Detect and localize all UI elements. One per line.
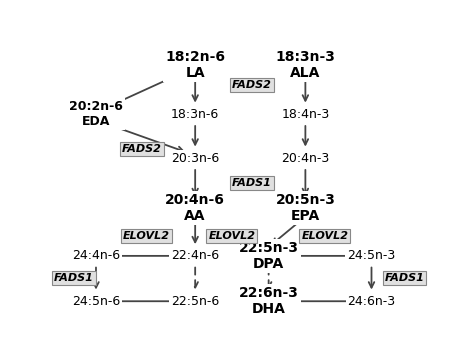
- Text: 24:5n-6: 24:5n-6: [72, 295, 120, 308]
- Text: 18:3n-6: 18:3n-6: [171, 108, 219, 121]
- Text: 20:5n-3
EPA: 20:5n-3 EPA: [275, 193, 335, 223]
- Text: 22:6n-3
DHA: 22:6n-3 DHA: [239, 286, 299, 316]
- Text: ELOVL2: ELOVL2: [209, 231, 255, 241]
- Text: 24:5n-3: 24:5n-3: [347, 250, 396, 262]
- Text: 22:5n-3
DPA: 22:5n-3 DPA: [238, 241, 299, 271]
- Text: 24:4n-6: 24:4n-6: [72, 250, 120, 262]
- Text: 18:3n-3
ALA: 18:3n-3 ALA: [275, 50, 335, 80]
- Text: 20:4n-6
AA: 20:4n-6 AA: [165, 193, 225, 223]
- Text: 20:2n-6
EDA: 20:2n-6 EDA: [69, 100, 123, 128]
- Text: ELOVL2: ELOVL2: [123, 231, 170, 241]
- Text: 20:4n-3: 20:4n-3: [281, 152, 329, 165]
- Text: 22:4n-6: 22:4n-6: [171, 250, 219, 262]
- Text: FADS1: FADS1: [54, 273, 94, 283]
- Text: FADS2: FADS2: [232, 80, 272, 90]
- Text: ELOVL2: ELOVL2: [301, 231, 348, 241]
- Text: 18:4n-3: 18:4n-3: [281, 108, 329, 121]
- Text: 22:5n-6: 22:5n-6: [171, 295, 219, 308]
- Text: 24:6n-3: 24:6n-3: [347, 295, 396, 308]
- Text: 20:3n-6: 20:3n-6: [171, 152, 219, 165]
- Text: 18:2n-6
LA: 18:2n-6 LA: [165, 50, 225, 80]
- Text: FADS1: FADS1: [384, 273, 425, 283]
- Text: FADS2: FADS2: [122, 144, 162, 154]
- Text: FADS1: FADS1: [232, 178, 272, 188]
